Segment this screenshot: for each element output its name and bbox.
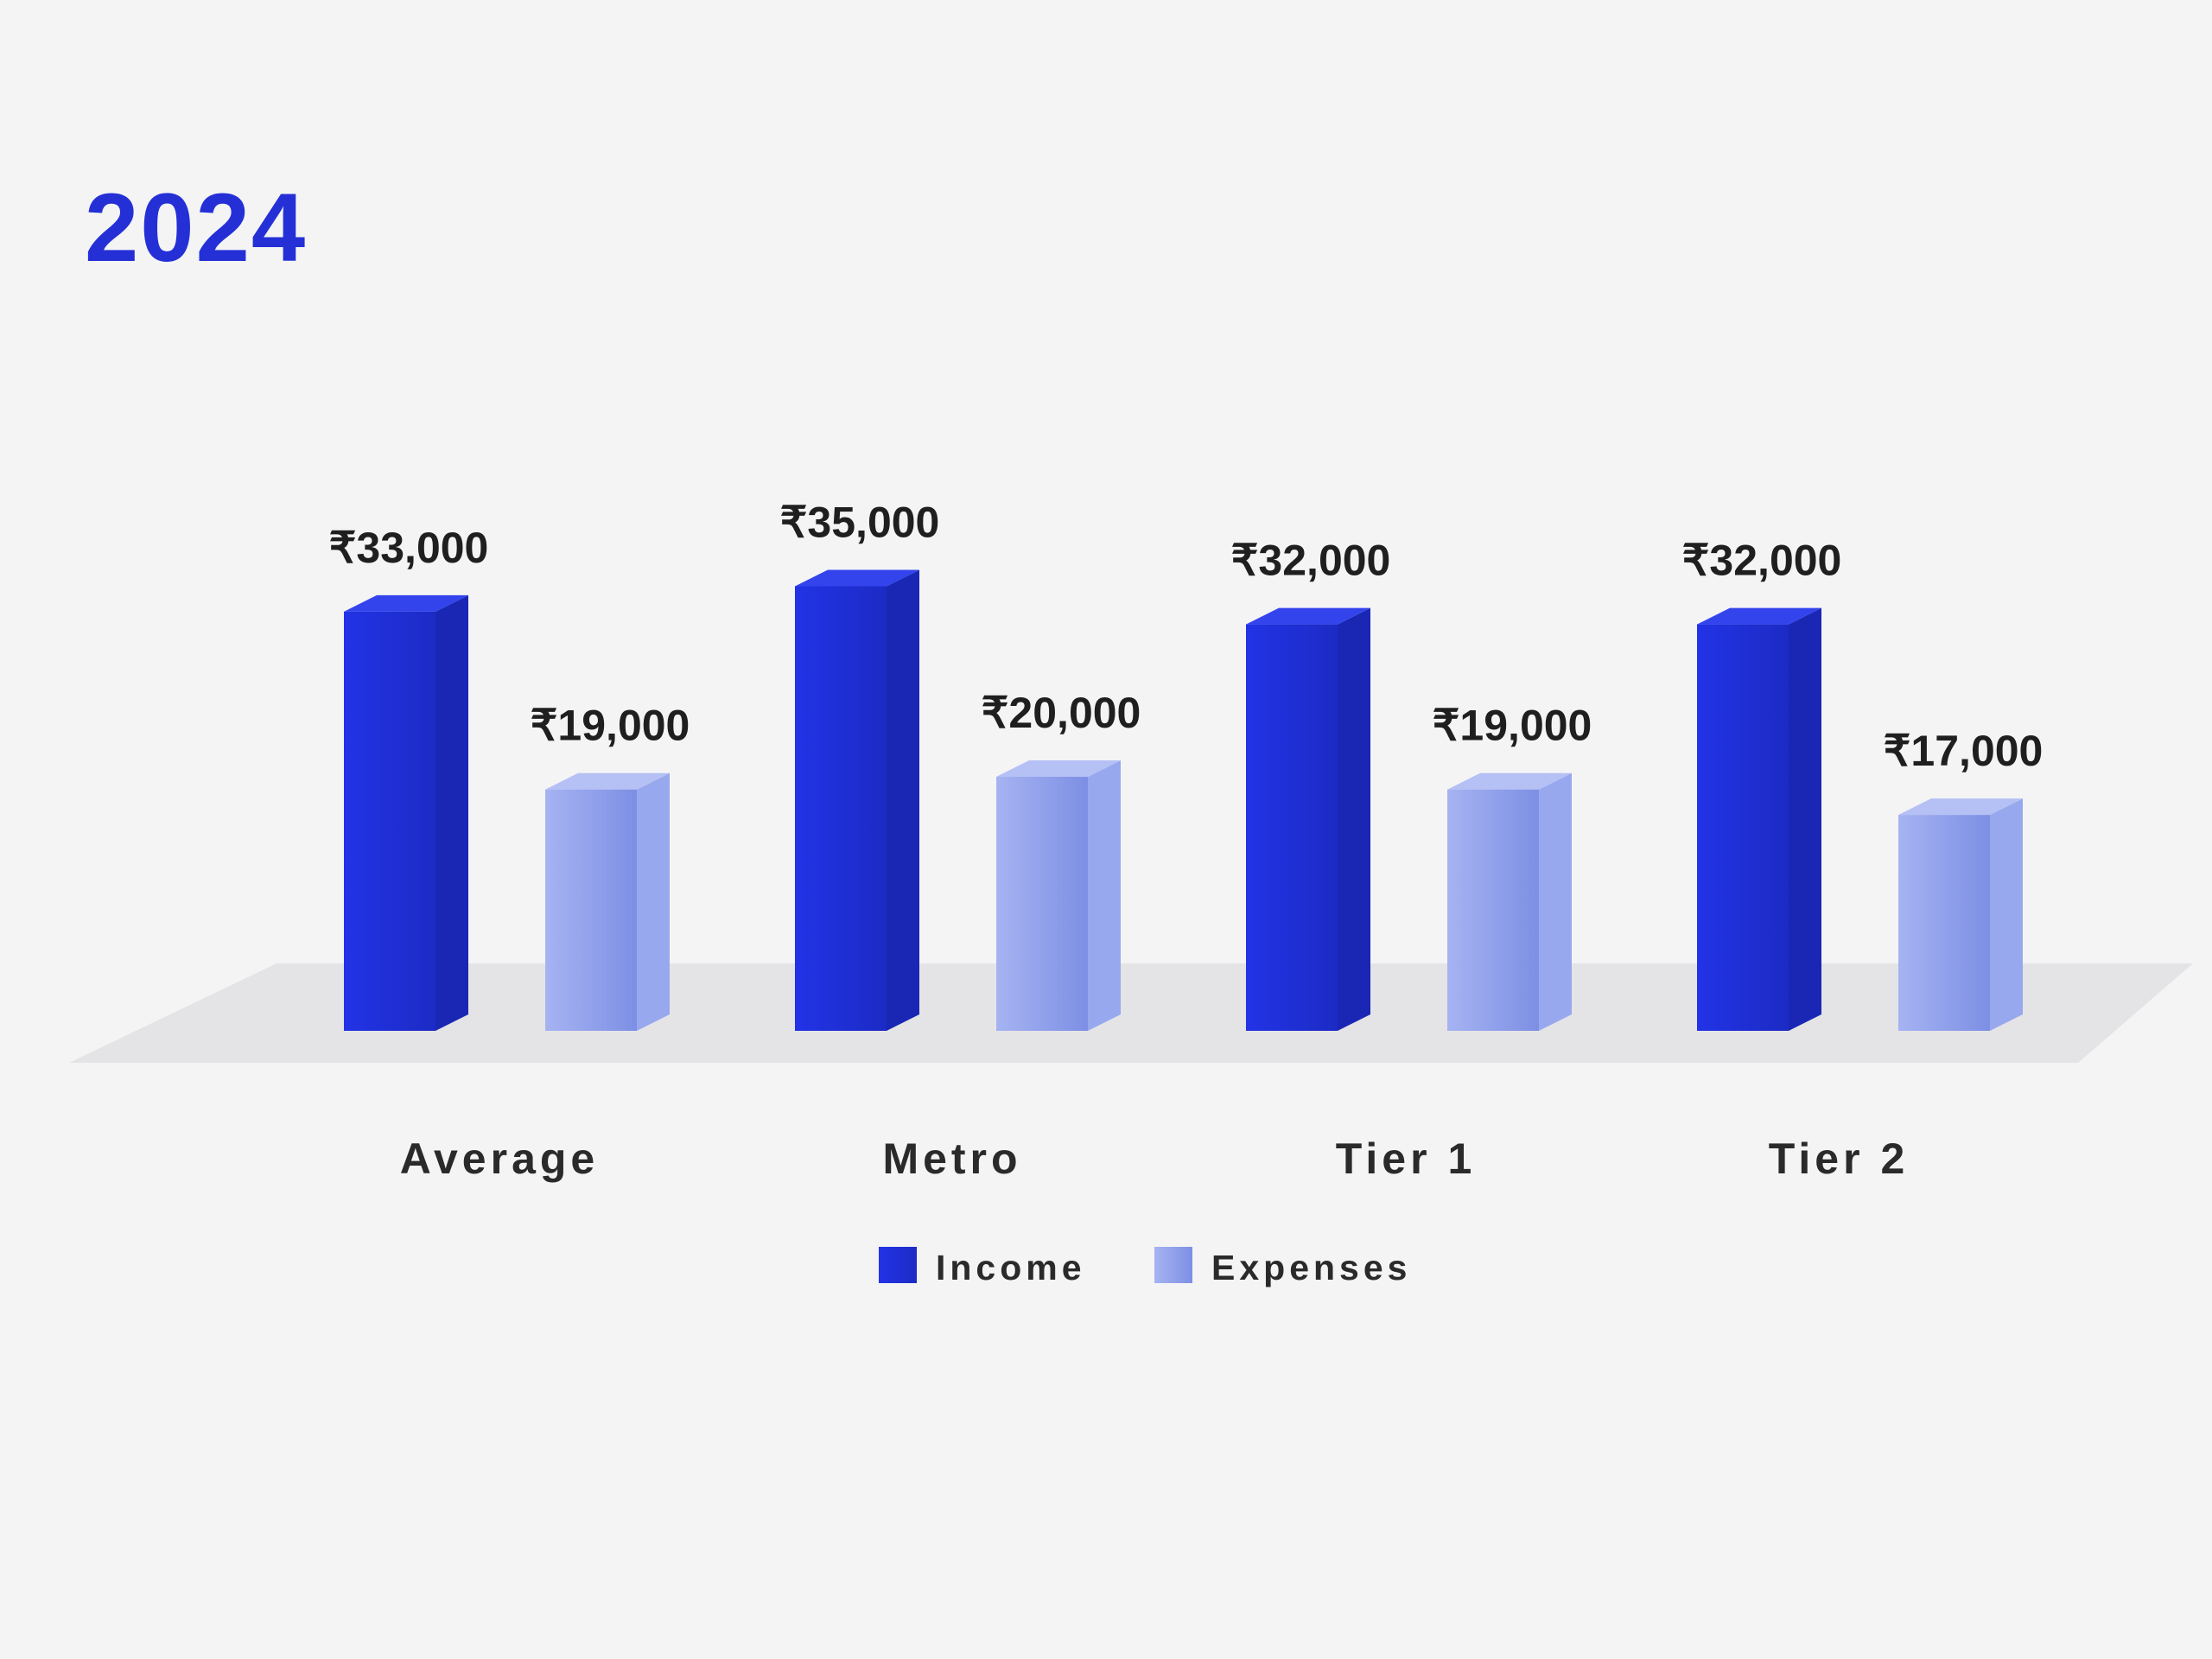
category-label-3: Tier 2	[1769, 1135, 1910, 1183]
value-label-expenses-2: ₹19,000	[1433, 702, 1592, 750]
bar-expenses-3	[1898, 798, 2023, 1031]
bar-expenses-2	[1447, 772, 1572, 1031]
bar-front	[1898, 815, 1990, 1031]
value-label-expenses-1: ₹20,000	[982, 689, 1141, 737]
bar-income-2	[1246, 607, 1370, 1031]
bar-side	[887, 569, 919, 1031]
legend-swatch-income	[879, 1247, 917, 1283]
bar-expenses-1	[996, 760, 1121, 1031]
legend-swatch-expenses	[1154, 1247, 1192, 1283]
bar-side	[1789, 607, 1821, 1031]
bar-top	[344, 594, 468, 612]
bar-front	[1246, 624, 1338, 1031]
legend-label-income: Income	[936, 1248, 1086, 1287]
bar-side	[1338, 607, 1370, 1031]
value-label-expenses-0: ₹19,000	[531, 702, 690, 750]
bar-income-0	[344, 594, 468, 1031]
bar-front	[1447, 789, 1539, 1031]
bar-side	[637, 772, 670, 1031]
bar-expenses-0	[545, 772, 670, 1031]
legend-item-expenses: Expenses	[1154, 1247, 1411, 1287]
value-label-income-2: ₹32,000	[1231, 537, 1391, 585]
category-label-0: Average	[400, 1135, 599, 1183]
bar-top	[996, 760, 1121, 777]
bar-top	[1898, 798, 2023, 816]
bar-side	[1990, 798, 2023, 1031]
legend-label-expenses: Expenses	[1211, 1248, 1411, 1287]
bar-front	[545, 789, 637, 1031]
legend-item-income: Income	[879, 1247, 1086, 1287]
value-label-income-1: ₹35,000	[780, 499, 940, 547]
value-label-income-3: ₹32,000	[1682, 537, 1842, 585]
labels-layer: ₹33,000 ₹19,000 Average ₹35,000 ₹20,000 Metro…	[329, 499, 2044, 1184]
bar-income-1	[795, 569, 919, 1031]
bar-front	[996, 777, 1088, 1031]
bar-front	[344, 611, 435, 1031]
bar-side	[435, 594, 468, 1031]
bar-income-3	[1697, 607, 1821, 1031]
bar-side	[1088, 760, 1121, 1031]
category-label-1: Metro	[882, 1135, 1021, 1183]
bar-top	[1246, 607, 1370, 625]
value-label-expenses-3: ₹17,000	[1884, 727, 2044, 775]
bar-side	[1539, 772, 1572, 1031]
legend: Income Expenses	[879, 1247, 1411, 1287]
bar-front	[795, 586, 887, 1031]
chart-title: 2024	[85, 174, 308, 282]
bars-layer	[344, 569, 2023, 1031]
bar-top	[795, 569, 919, 587]
bar-front	[1697, 624, 1789, 1031]
category-label-2: Tier 1	[1336, 1135, 1477, 1183]
value-label-income-0: ₹33,000	[329, 524, 489, 572]
bar-top	[1447, 772, 1572, 790]
bar-top	[1697, 607, 1821, 625]
bar-top	[545, 772, 670, 790]
